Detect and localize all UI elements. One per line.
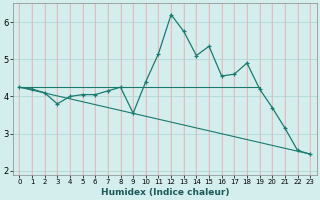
X-axis label: Humidex (Indice chaleur): Humidex (Indice chaleur) (100, 188, 229, 197)
